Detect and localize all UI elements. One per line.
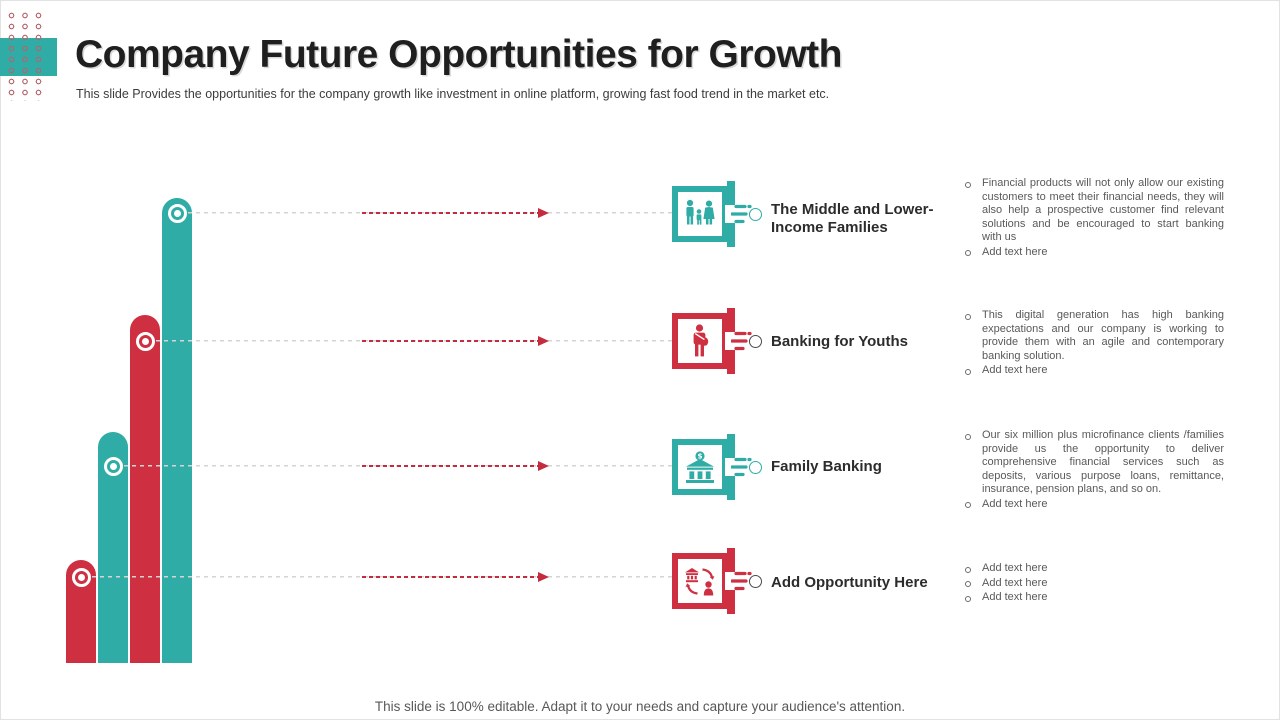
note-item: Add text here (962, 591, 1224, 605)
notes-block-4: Add text here Add text here Add text her… (962, 562, 1224, 606)
dot-grid-decoration (8, 12, 49, 101)
arrowhead-icon (538, 460, 549, 471)
editable-note: This slide is 100% editable. Adapt it to… (374, 699, 906, 714)
leader-red-dash-3 (362, 465, 538, 467)
label-bullet-circle (749, 208, 762, 221)
opportunity-label-1: The Middle and Lower-Income Families (771, 201, 934, 236)
bank-icon: $ (686, 451, 714, 483)
note-item: Add text here (962, 498, 1224, 512)
svg-text:$: $ (697, 451, 702, 460)
note-item: Our six million plus microfinance client… (962, 429, 1224, 497)
opportunity-label-3: Family Banking (771, 458, 882, 475)
bar-2-marker (103, 456, 123, 476)
opportunity-icon-box-1 (672, 181, 737, 247)
page-subtitle: This slide Provides the opportunities fo… (76, 87, 830, 101)
label-bullet-circle (749, 575, 762, 588)
note-item: Add text here (962, 562, 1224, 576)
opportunity-icon-box-2 (672, 308, 737, 374)
notes-block-2: This digital generation has high banking… (962, 309, 1224, 379)
notes-block-1: Financial products will not only allow o… (962, 177, 1224, 261)
bar-4-marker (167, 203, 187, 223)
arrowhead-icon (538, 571, 549, 582)
note-item: This digital generation has high banking… (962, 309, 1224, 363)
bar-1-marker (71, 567, 91, 587)
leader-red-dash-4 (362, 576, 538, 578)
notes-block-3: Our six million plus microfinance client… (962, 429, 1224, 513)
bank-customer-exchange-icon (685, 568, 715, 596)
arrowhead-icon (538, 335, 549, 346)
bar-4 (162, 198, 192, 663)
arrowhead-icon (538, 207, 549, 218)
opportunity-label-4: Add Opportunity Here (771, 574, 928, 591)
family-icon (686, 199, 715, 225)
label-bullet-circle (749, 335, 762, 348)
bar-3 (130, 315, 160, 663)
note-item: Add text here (962, 577, 1224, 591)
opportunity-icon-box-4 (672, 548, 737, 614)
note-item: Add text here (962, 364, 1224, 378)
youth-banking-icon (693, 324, 709, 357)
opportunity-label-2: Banking for Youths (771, 333, 908, 350)
leader-red-dash-1 (362, 212, 538, 214)
bar-3-marker (135, 331, 155, 351)
label-bullet-circle (749, 461, 762, 474)
note-item: Add text here (962, 246, 1224, 260)
page-title: Company Future Opportunities for Growth (75, 33, 842, 76)
leader-red-dash-2 (362, 340, 538, 342)
opportunity-icon-box-3: $ (672, 434, 737, 500)
note-item: Financial products will not only allow o… (962, 177, 1224, 245)
